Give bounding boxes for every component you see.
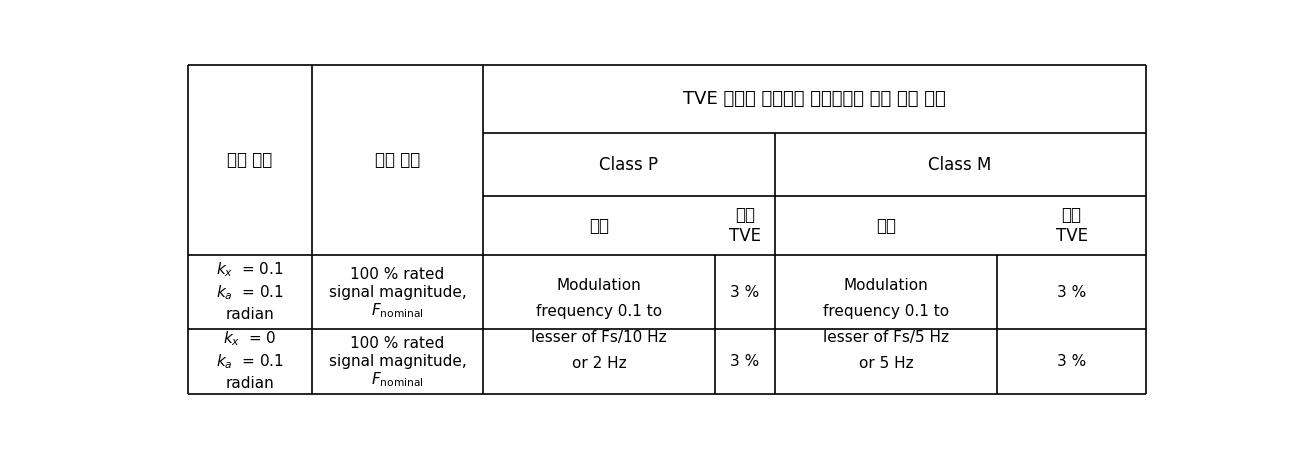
Text: 3 %: 3 % (730, 285, 760, 300)
Text: frequency 0.1 to: frequency 0.1 to (536, 304, 662, 319)
Text: lesser of Fs/10 Hz: lesser of Fs/10 Hz (531, 330, 667, 345)
Text: TVE: TVE (729, 227, 761, 245)
Text: $k_x$  = 0.1: $k_x$ = 0.1 (216, 260, 284, 279)
Text: radian: radian (225, 307, 275, 322)
Text: 최대: 최대 (735, 206, 755, 224)
Text: 3 %: 3 % (1056, 354, 1086, 369)
Text: $k_a$  = 0.1: $k_a$ = 0.1 (216, 283, 284, 301)
Text: Class M: Class M (929, 156, 991, 173)
Text: 범위: 범위 (589, 217, 609, 235)
Text: $F_{\mathrm{nominal}}$: $F_{\mathrm{nominal}}$ (371, 301, 424, 320)
Text: $F_{\mathrm{nominal}}$: $F_{\mathrm{nominal}}$ (371, 370, 424, 389)
Text: 100 % rated: 100 % rated (350, 336, 445, 350)
Text: signal magnitude,: signal magnitude, (329, 285, 467, 300)
Text: Modulation: Modulation (557, 278, 641, 293)
Text: signal magnitude,: signal magnitude, (329, 354, 467, 369)
Text: 3 %: 3 % (1056, 285, 1086, 300)
Text: 3 %: 3 % (730, 354, 760, 369)
Text: TVE: TVE (1055, 227, 1088, 245)
Text: or 2 Hz: or 2 Hz (572, 356, 627, 371)
Text: 최대: 최대 (1062, 206, 1081, 224)
Text: 기준 조건: 기준 조건 (375, 151, 420, 169)
Text: Class P: Class P (600, 156, 658, 173)
Text: radian: radian (225, 376, 275, 391)
Text: Modulation: Modulation (843, 278, 929, 293)
Text: frequency 0.1 to: frequency 0.1 to (824, 304, 950, 319)
Text: 100 % rated: 100 % rated (350, 266, 445, 281)
Text: 범위: 범위 (876, 217, 896, 235)
Text: $k_a$  = 0.1: $k_a$ = 0.1 (216, 352, 284, 370)
Text: $k_x$  = 0: $k_x$ = 0 (222, 329, 277, 348)
Text: or 5 Hz: or 5 Hz (859, 356, 913, 371)
Text: lesser of Fs/5 Hz: lesser of Fs/5 Hz (824, 330, 948, 345)
Text: TVE 조건을 만족하는 파라미터의 최소 설정 범위: TVE 조건을 만족하는 파라미터의 최소 설정 범위 (683, 90, 946, 108)
Text: 변조 레벨: 변조 레벨 (228, 151, 272, 169)
